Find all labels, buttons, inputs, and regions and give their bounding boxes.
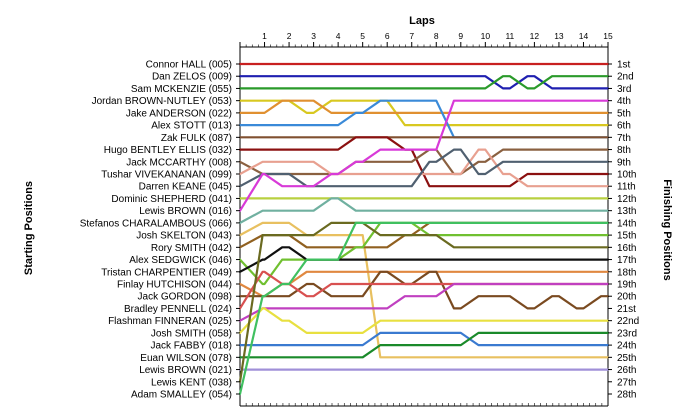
- finishing-label: 12th: [617, 194, 636, 205]
- series-line-24: [238, 331, 610, 347]
- finishing-label: 15th: [617, 231, 636, 242]
- axes: [239, 44, 609, 407]
- series-line-5: [238, 99, 610, 114]
- finishing-label: 25th: [617, 353, 636, 364]
- starting-label: Jake ANDERSON (022): [126, 108, 232, 119]
- finishing-label: 3rd: [617, 84, 631, 95]
- finishing-label: 20th: [617, 292, 636, 303]
- starting-label: Jordan BROWN-NUTLEY (053): [92, 96, 232, 107]
- finishing-label: 13th: [617, 206, 636, 217]
- x-tick-label: 6: [385, 31, 390, 41]
- x-tick-label: 5: [360, 31, 365, 41]
- starting-label: Lewis BROWN (016): [139, 206, 232, 217]
- finishing-label: 10th: [617, 170, 636, 181]
- series-line-28: [238, 221, 610, 396]
- starting-label: Dominic SHEPHERD (041): [111, 194, 232, 205]
- starting-label: Hugo BENTLEY ELLIS (032): [104, 145, 232, 156]
- series-line-27: [238, 221, 610, 383]
- starting-label: Euan WILSON (078): [140, 353, 232, 364]
- finishing-label: 5th: [617, 108, 631, 119]
- finishing-label: 22nd: [617, 316, 639, 327]
- finishing-label: 1st: [617, 60, 631, 71]
- series-line-15: [238, 221, 610, 359]
- starting-label: Darren KEANE (045): [139, 182, 232, 193]
- series-line-11: [238, 148, 610, 188]
- finishing-label: 24th: [617, 341, 636, 352]
- finishing-label: 28th: [617, 390, 636, 401]
- chart-title: Laps: [409, 15, 435, 27]
- finishing-label: 2nd: [617, 72, 634, 83]
- series-line-2: [238, 75, 610, 90]
- finishing-label: 23rd: [617, 328, 637, 339]
- x-tick-label: 15: [603, 31, 613, 41]
- series-line-3: [238, 75, 610, 90]
- x-tick-label: 1: [262, 31, 267, 41]
- finishing-label: 19th: [617, 280, 636, 291]
- series-line-4: [238, 99, 610, 127]
- x-tick-label: 14: [579, 31, 589, 41]
- starting-label: Connor HALL (005): [146, 60, 232, 71]
- finishing-label: 9th: [617, 157, 631, 168]
- left-axis-label: Starting Positions: [23, 181, 35, 275]
- x-tick-label: 12: [530, 31, 540, 41]
- x-tick-label: 3: [311, 31, 316, 41]
- starting-label: Dan ZELOS (009): [152, 72, 232, 83]
- series-line-20: [238, 270, 610, 310]
- x-ticks: 1 2 3 4 5 6 7 8 9 10 11 12 13 14 15: [239, 31, 613, 406]
- x-tick-label: 11: [505, 31, 514, 41]
- starting-label: Stefanos CHARALAMBOUS (066): [80, 218, 232, 229]
- starting-label: Rory SMITH (042): [151, 243, 232, 254]
- starting-label: Tristan CHARPENTIER (049): [101, 267, 232, 278]
- finishing-label: 4th: [617, 96, 631, 107]
- finishing-label: 14th: [617, 218, 636, 229]
- starting-label: Alex SEDGWICK (046): [129, 255, 232, 266]
- starting-label: Alex STOTT (013): [151, 121, 232, 132]
- finishing-label: 17th: [617, 255, 636, 266]
- starting-labels: Connor HALL (005)Dan ZELOS (009)Sam MCKE…: [80, 60, 240, 401]
- series-line-23: [238, 307, 610, 334]
- starting-label: Lewis BROWN (021): [139, 365, 232, 376]
- starting-label: Jack FABBY (018): [150, 341, 232, 352]
- x-tick-label: 9: [458, 31, 463, 41]
- finishing-label: 27th: [617, 377, 636, 388]
- starting-label: Josh SMITH (058): [151, 328, 232, 339]
- finishing-label: 11th: [617, 182, 636, 193]
- starting-label: Zak FULK (087): [161, 133, 232, 144]
- series-line-8: [238, 136, 610, 188]
- starting-label: Jack MCCARTHY (008): [126, 157, 232, 168]
- x-tick-label: 7: [409, 31, 414, 41]
- series-line-22: [238, 282, 610, 322]
- series-lines: [238, 62, 610, 396]
- finishing-label: 21st: [617, 304, 636, 315]
- series-line-10: [238, 148, 610, 188]
- starting-label: Sam MCKENZIE (055): [131, 84, 232, 95]
- finishing-labels: 1st2nd3rd4th5th6th7th8th9th10th11th12th1…: [608, 60, 639, 401]
- x-tick-label: 2: [287, 31, 292, 41]
- finishing-label: 26th: [617, 365, 636, 376]
- finishing-label: 7th: [617, 133, 631, 144]
- series-line-25: [238, 331, 610, 359]
- starting-label: Flashman FINNERAN (025): [108, 316, 232, 327]
- starting-label: Jack GORDON (098): [138, 292, 232, 303]
- starting-label: Bradley PENNELL (024): [124, 304, 232, 315]
- starting-label: Adam SMALLEY (054): [131, 390, 232, 401]
- finishing-label: 8th: [617, 145, 631, 156]
- x-tick-label: 8: [434, 31, 439, 41]
- series-line-14: [238, 197, 610, 224]
- finishing-label: 18th: [617, 267, 636, 278]
- x-tick-label: 13: [554, 31, 564, 41]
- finishing-label: 6th: [617, 121, 631, 132]
- x-tick-label: 10: [481, 31, 491, 41]
- series-line-13: [238, 99, 610, 212]
- starting-label: Tushar VIVEKANANAN (099): [101, 170, 232, 181]
- starting-label: Josh SKELTON (043): [136, 231, 232, 242]
- starting-label: Lewis KENT (038): [151, 377, 232, 388]
- x-tick-label: 4: [336, 31, 341, 41]
- finishing-label: 16th: [617, 243, 636, 254]
- right-axis-label: Finishing Positions: [661, 179, 673, 280]
- starting-label: Finlay HUTCHISON (044): [117, 280, 232, 291]
